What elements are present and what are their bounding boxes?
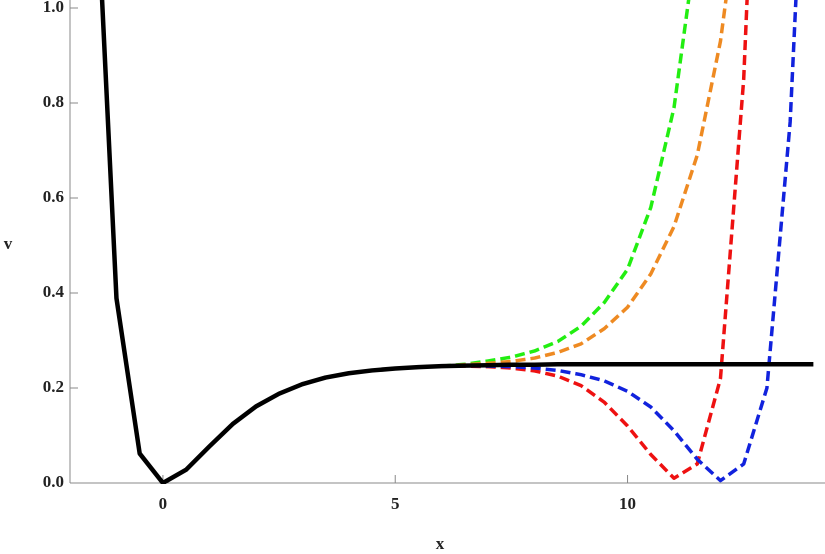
y-tick-label: 0.8 bbox=[43, 92, 64, 111]
plot-area bbox=[99, 0, 814, 484]
y-axis-label: v bbox=[4, 234, 13, 253]
series-line bbox=[100, 0, 691, 484]
y-tick-label: 0.0 bbox=[43, 472, 64, 491]
x-tick-label: 10 bbox=[619, 494, 636, 513]
y-tick-label: 0.4 bbox=[43, 282, 65, 301]
y-tick-label: 1.0 bbox=[43, 0, 64, 16]
x-tick-label: 5 bbox=[391, 494, 400, 513]
y-tick-label: 0.6 bbox=[43, 187, 64, 206]
series-line bbox=[100, 0, 728, 484]
y-tick-label: 0.2 bbox=[43, 377, 64, 396]
x-tick-label: 0 bbox=[159, 494, 168, 513]
series-line bbox=[100, 0, 798, 484]
x-axis-label: x bbox=[436, 534, 445, 553]
series-line bbox=[99, 0, 814, 484]
